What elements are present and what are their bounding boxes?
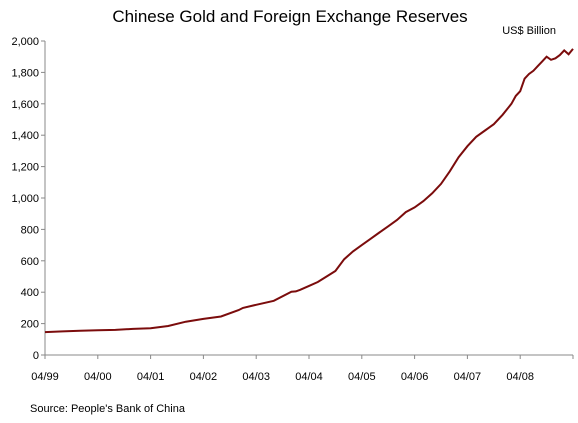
y-ticks: 0 200 400 600 800 1,000 1,200 1,400 1,600 1,800 2,…: [11, 36, 45, 362]
x-ticks: 04/99 04/00 04/01 04/02 04/03 04/04 04/05 04/06…: [31, 355, 574, 383]
x-tick-label: 04/99: [31, 371, 59, 383]
x-tick-label: 04/01: [137, 371, 165, 383]
y-tick-label: 0: [33, 350, 39, 362]
unit-label: US$ Billion: [502, 25, 556, 37]
chart-title: Chinese Gold and Foreign Exchange Reserv…: [112, 7, 467, 26]
y-tick-label: 400: [21, 287, 39, 299]
y-tick-label: 1,600: [11, 99, 39, 111]
y-tick-label: 1,000: [11, 193, 39, 205]
x-tick-label: 04/05: [348, 371, 376, 383]
y-tick-label: 1,400: [11, 130, 39, 142]
y-tick-label: 1,800: [11, 67, 39, 79]
x-tick-label: 04/06: [401, 371, 429, 383]
reserves-series-line: [44, 48, 574, 334]
x-tick-label: 04/00: [84, 371, 112, 383]
y-tick-label: 2,000: [11, 36, 39, 48]
y-tick-label: 1,200: [11, 162, 39, 174]
y-tick-label: 600: [21, 256, 39, 268]
x-tick-label: 04/03: [242, 371, 270, 383]
x-tick-label: 04/07: [454, 371, 482, 383]
x-tick-label: 04/04: [295, 371, 323, 383]
x-tick-label: 04/02: [190, 371, 218, 383]
plot-area: 0 200 400 600 800 1,000 1,200 1,400 1,600 1,800 2,…: [11, 36, 574, 383]
source-note: Source: People's Bank of China: [30, 403, 186, 415]
y-tick-label: 800: [21, 224, 39, 236]
x-tick-label: 04/08: [506, 371, 534, 383]
y-tick-label: 200: [21, 319, 39, 331]
